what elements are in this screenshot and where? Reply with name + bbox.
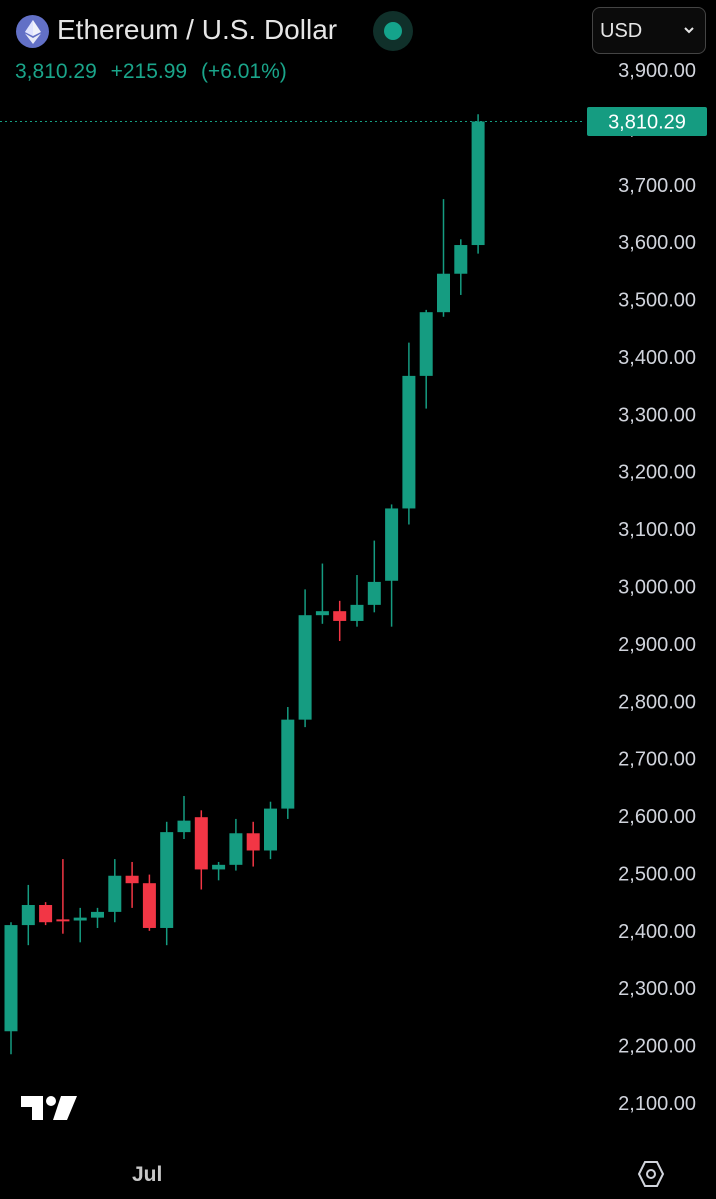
candle-body <box>367 581 381 605</box>
candle <box>194 810 208 890</box>
y-tick-label: 3,000.00 <box>618 577 696 599</box>
candle <box>73 907 87 943</box>
y-tick-label: 3,700.00 <box>618 175 696 197</box>
candle <box>281 707 295 819</box>
tradingview-logo-icon[interactable] <box>21 1094 77 1122</box>
chevron-down-icon <box>684 27 694 34</box>
candle-body <box>73 917 87 921</box>
candle <box>142 874 156 931</box>
candle <box>21 884 35 946</box>
candle <box>367 540 381 613</box>
candle <box>39 902 53 926</box>
y-tick-label: 2,600.00 <box>618 806 696 828</box>
chart-header: Ethereum / U.S. Dollar 3,810.29 +215.99 … <box>0 0 716 95</box>
candle-body <box>160 832 174 928</box>
y-tick-label: 2,400.00 <box>618 921 696 943</box>
candle-body <box>419 312 433 376</box>
ethereum-icon <box>16 15 49 48</box>
y-tick-label: 2,100.00 <box>618 1093 696 1115</box>
candle <box>212 861 226 881</box>
candle <box>298 589 312 728</box>
y-tick-label: 2,200.00 <box>618 1036 696 1058</box>
y-tick-label: 2,500.00 <box>618 863 696 885</box>
candle <box>385 504 399 627</box>
candle <box>4 922 18 1055</box>
candle-body <box>91 911 104 918</box>
candle-body <box>125 875 139 884</box>
candle <box>177 795 191 840</box>
candle-body <box>177 820 191 833</box>
candle <box>91 907 104 928</box>
candle-body <box>229 833 243 865</box>
candle <box>402 342 416 525</box>
y-tick-label: 2,300.00 <box>618 978 696 1000</box>
candle <box>56 859 70 934</box>
candle-body <box>39 905 53 923</box>
y-tick-label: 2,700.00 <box>618 749 696 771</box>
y-tick-label: 3,600.00 <box>618 232 696 254</box>
candle <box>350 575 364 627</box>
candle-body <box>402 375 416 509</box>
candle <box>229 818 243 871</box>
price-tag-label: 3,810.29 <box>608 111 686 133</box>
candle <box>315 563 329 624</box>
candle-body <box>281 719 295 809</box>
candle-body <box>4 925 18 1032</box>
currency-label: USD <box>600 20 643 42</box>
price-tag: 3,810.29 <box>587 106 707 136</box>
candle-body <box>264 808 277 851</box>
candles <box>4 114 485 1055</box>
market-open-dot-icon <box>373 11 413 51</box>
y-tick-label: 2,800.00 <box>618 691 696 713</box>
settings-hexagon-icon[interactable] <box>637 1160 665 1188</box>
candle <box>160 821 174 946</box>
candle-body <box>437 273 450 313</box>
candle <box>246 821 260 867</box>
candle <box>454 239 468 295</box>
last-price: 3,810.29 <box>15 60 97 83</box>
currency-select[interactable]: USD <box>592 7 706 54</box>
x-axis-month-label: Jul <box>132 1163 163 1186</box>
candle <box>437 199 450 317</box>
candle-body <box>298 615 312 720</box>
candle <box>471 114 485 254</box>
candle-body <box>21 905 35 926</box>
y-tick-label: 3,200.00 <box>618 462 696 484</box>
price-quote: 3,810.29 +215.99 (+6.01%) <box>15 60 295 84</box>
y-tick-label: 2,900.00 <box>618 634 696 656</box>
candle <box>419 309 433 409</box>
candle-body <box>194 817 208 870</box>
candle <box>333 600 347 642</box>
candle-body <box>315 611 329 616</box>
price-change-percent: (+6.01%) <box>200 60 287 83</box>
candle <box>125 861 139 908</box>
y-axis[interactable]: 3,900.003,800.003,700.003,600.003,500.00… <box>618 60 696 1115</box>
price-tag-background <box>587 106 707 136</box>
candle-body <box>454 245 468 274</box>
y-tick-label: 3,500.00 <box>618 290 696 312</box>
y-tick-label: 3,100.00 <box>618 519 696 541</box>
candle-body <box>246 833 260 851</box>
y-tick-label: 3,900.00 <box>618 60 696 82</box>
y-tick-label: 3,400.00 <box>618 347 696 369</box>
candle-body <box>471 121 485 246</box>
candle-body <box>56 919 70 922</box>
candle <box>108 859 122 923</box>
price-change: +215.99 <box>110 60 188 83</box>
candle-body <box>385 508 399 581</box>
candle-body <box>108 875 122 912</box>
candle <box>264 801 277 860</box>
candle-body <box>333 611 347 621</box>
candle-body <box>142 883 156 928</box>
candle-body <box>212 864 226 870</box>
candle-body <box>350 604 364 621</box>
y-tick-label: 3,300.00 <box>618 404 696 426</box>
symbol-title[interactable]: Ethereum / U.S. Dollar <box>57 14 338 45</box>
